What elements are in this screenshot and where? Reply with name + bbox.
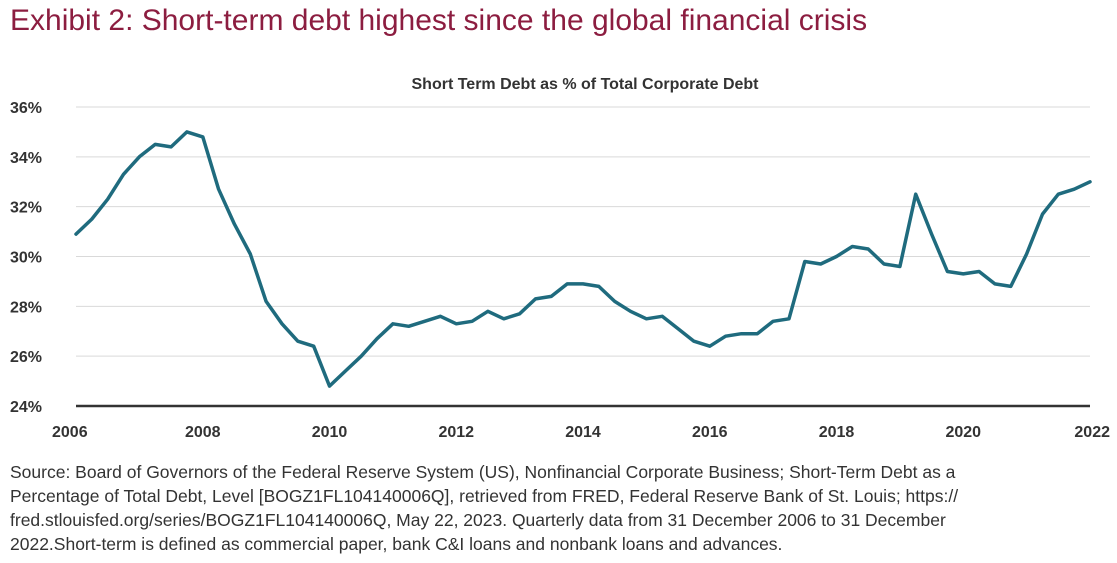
y-tick-label: 34%	[10, 150, 42, 167]
y-tick-label: 32%	[10, 200, 42, 217]
x-tick-label: 2016	[692, 424, 728, 441]
y-tick-label: 28%	[10, 299, 42, 316]
source-line: Percentage of Total Debt, Level [BOGZ1FL…	[10, 486, 959, 506]
gridlines	[76, 106, 1090, 357]
source-note: Source: Board of Governors of the Federa…	[10, 460, 1110, 556]
y-tick-label: 24%	[10, 399, 42, 416]
source-line: fred.stlouisfed.org/series/BOGZ1FL104140…	[10, 510, 946, 530]
x-tick-label: 2012	[438, 424, 474, 441]
y-tick-label: 30%	[10, 250, 42, 267]
x-tick-label: 2008	[185, 424, 221, 441]
x-tick-label: 2014	[565, 424, 601, 441]
x-axis-labels: 2006 2008 2010 2012 2014 2016 2018 2020 2022	[52, 424, 1110, 441]
chart-title: Short Term Debt as % of Total Corporate …	[412, 76, 760, 93]
x-tick-label: 2020	[945, 424, 981, 441]
x-tick-label: 2010	[312, 424, 348, 441]
x-tick-label: 2018	[819, 424, 855, 441]
y-axis-labels: 24% 26% 28% 30% 32% 34% 36%	[10, 100, 42, 416]
source-line: 2022.Short-term is defined as commercial…	[10, 534, 783, 554]
line-chart: Short Term Debt as % of Total Corporate …	[10, 76, 1110, 441]
y-tick-label: 26%	[10, 349, 42, 366]
y-tick-label: 36%	[10, 100, 42, 117]
series-line	[74, 130, 1092, 388]
x-tick-label: 2022	[1074, 424, 1110, 441]
exhibit-title: Exhibit 2: Short-term debt highest since…	[10, 4, 868, 37]
source-line: Source: Board of Governors of the Federa…	[10, 462, 956, 482]
x-tick-label: 2006	[52, 424, 88, 441]
